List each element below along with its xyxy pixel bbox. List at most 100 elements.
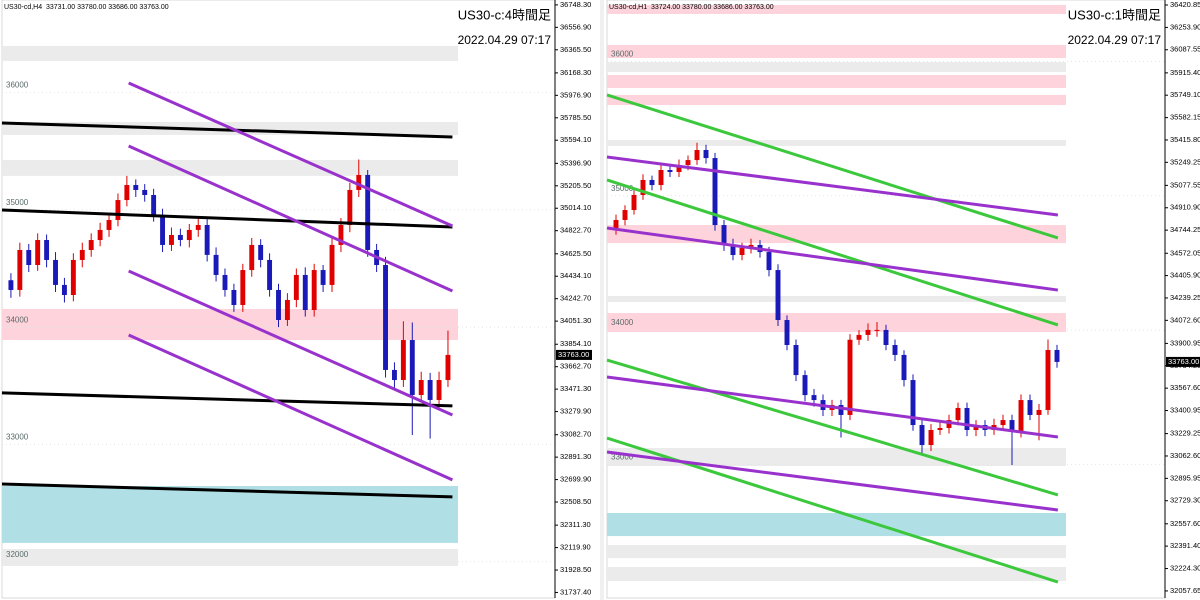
candle-body — [1045, 349, 1051, 410]
y-tick-label: 32119.90 — [560, 543, 591, 552]
y-tick-label: 32729.30 — [1170, 496, 1200, 505]
candle-body — [365, 174, 371, 250]
candle-body — [44, 240, 50, 260]
candle-body — [177, 234, 183, 241]
trend-line — [1, 121, 453, 139]
candle-body — [937, 427, 943, 431]
y-tick-label: 34822.70 — [560, 226, 591, 235]
price-zone — [607, 94, 1066, 106]
y-tick-label: 33062.60 — [1170, 451, 1200, 460]
candle-body — [901, 354, 907, 381]
candle-body — [436, 380, 442, 400]
candle-body — [883, 329, 889, 345]
candle-body — [631, 194, 637, 211]
y-tick-label: 32391.40 — [1170, 541, 1200, 550]
chart-title: US30-c:1時間足 — [1068, 7, 1161, 22]
candle-body — [811, 395, 817, 401]
y-tick-label: 33567.60 — [1170, 383, 1200, 392]
last-price-box — [1166, 356, 1200, 367]
y-tick-label: 34072.60 — [1170, 315, 1200, 324]
candle-body — [649, 179, 655, 186]
trend-line — [606, 450, 1059, 512]
price-zone — [607, 44, 1066, 59]
y-tick-label: 31737.40 — [560, 587, 591, 596]
y-tick-label: 36556.90 — [560, 22, 591, 31]
candle-body — [222, 274, 228, 290]
y-tick-label: 35582.15 — [1170, 113, 1200, 122]
y-tick-label: 34242.70 — [560, 294, 591, 303]
trend-line — [128, 333, 454, 482]
y-tick-label: 34572.05 — [1170, 248, 1200, 257]
candle-body — [418, 380, 424, 396]
candle-body — [685, 160, 691, 166]
last-price-label: 33763.00 — [1168, 357, 1199, 366]
panel-divider — [600, 0, 604, 600]
y-tick-label: 35249.25 — [1170, 157, 1200, 166]
candle-body — [793, 344, 799, 376]
price-zone — [607, 313, 1066, 332]
candle-body — [302, 274, 308, 311]
y-tick-label: 32057.65 — [1170, 586, 1200, 595]
trend-line — [606, 155, 1059, 217]
level-label: 33000 — [6, 433, 29, 442]
candle-body — [160, 214, 166, 245]
candle-body — [1000, 420, 1006, 426]
candle-body — [802, 375, 808, 396]
candle-body — [910, 380, 916, 426]
y-tick-label: 33471.30 — [560, 384, 591, 393]
level-label: 36000 — [6, 81, 29, 90]
candle-body — [865, 329, 871, 335]
y-tick-label: 33082.70 — [560, 430, 591, 439]
candle-body — [874, 329, 880, 331]
candle-body — [70, 259, 76, 296]
candle-body — [1018, 400, 1024, 433]
y-tick-label: 35396.90 — [560, 158, 591, 167]
price-zone — [607, 4, 1066, 14]
price-zone — [607, 140, 1066, 146]
candle-body — [739, 248, 745, 256]
y-tick-label: 36365.50 — [560, 45, 591, 54]
price-zone — [2, 308, 458, 341]
candle-body — [258, 244, 264, 260]
y-tick-label: 36748.30 — [560, 0, 591, 9]
candle-body — [338, 225, 344, 245]
y-tick-label: 34625.50 — [560, 249, 591, 258]
y-tick-label: 33854.10 — [560, 339, 591, 348]
candle-body — [622, 210, 628, 220]
price-zone — [2, 159, 458, 176]
y-tick-label: 36087.55 — [1170, 45, 1200, 54]
trend-line — [128, 81, 454, 228]
candle-body — [712, 158, 718, 226]
candle-body — [784, 320, 790, 345]
candle-body — [249, 244, 255, 271]
level-label: 35000 — [611, 184, 634, 193]
candle-body — [775, 270, 781, 321]
candle-body — [88, 240, 94, 250]
y-tick-label: 35594.10 — [560, 135, 591, 144]
price-zone — [607, 512, 1066, 537]
candle-body — [391, 369, 397, 381]
ohlc-label: 33731.00 33780.00 33686.00 33763.00 — [46, 4, 169, 11]
y-tick-label: 32508.50 — [560, 497, 591, 506]
candle-body — [694, 150, 700, 161]
candle-body — [427, 380, 433, 400]
trend-line — [1, 208, 453, 229]
candle-body — [133, 185, 139, 190]
y-tick-label: 35014.10 — [560, 203, 591, 212]
level-label: 33000 — [611, 452, 634, 461]
trend-line — [128, 269, 454, 417]
candle-body — [400, 340, 406, 381]
candle-body — [106, 219, 112, 230]
candle-body — [676, 165, 682, 173]
y-tick-label: 34910.90 — [1170, 203, 1200, 212]
candle-body — [97, 229, 103, 241]
candle-body — [703, 150, 709, 159]
trend-line — [606, 226, 1059, 292]
level-label: 34000 — [611, 318, 634, 327]
y-tick-label: 32891.30 — [560, 452, 591, 461]
y-tick-label: 34744.25 — [1170, 225, 1200, 234]
candle-body — [919, 425, 925, 446]
y-tick-label: 32557.60 — [1170, 519, 1200, 528]
candle-body — [293, 274, 299, 300]
y-tick-label: 35205.50 — [560, 181, 591, 190]
